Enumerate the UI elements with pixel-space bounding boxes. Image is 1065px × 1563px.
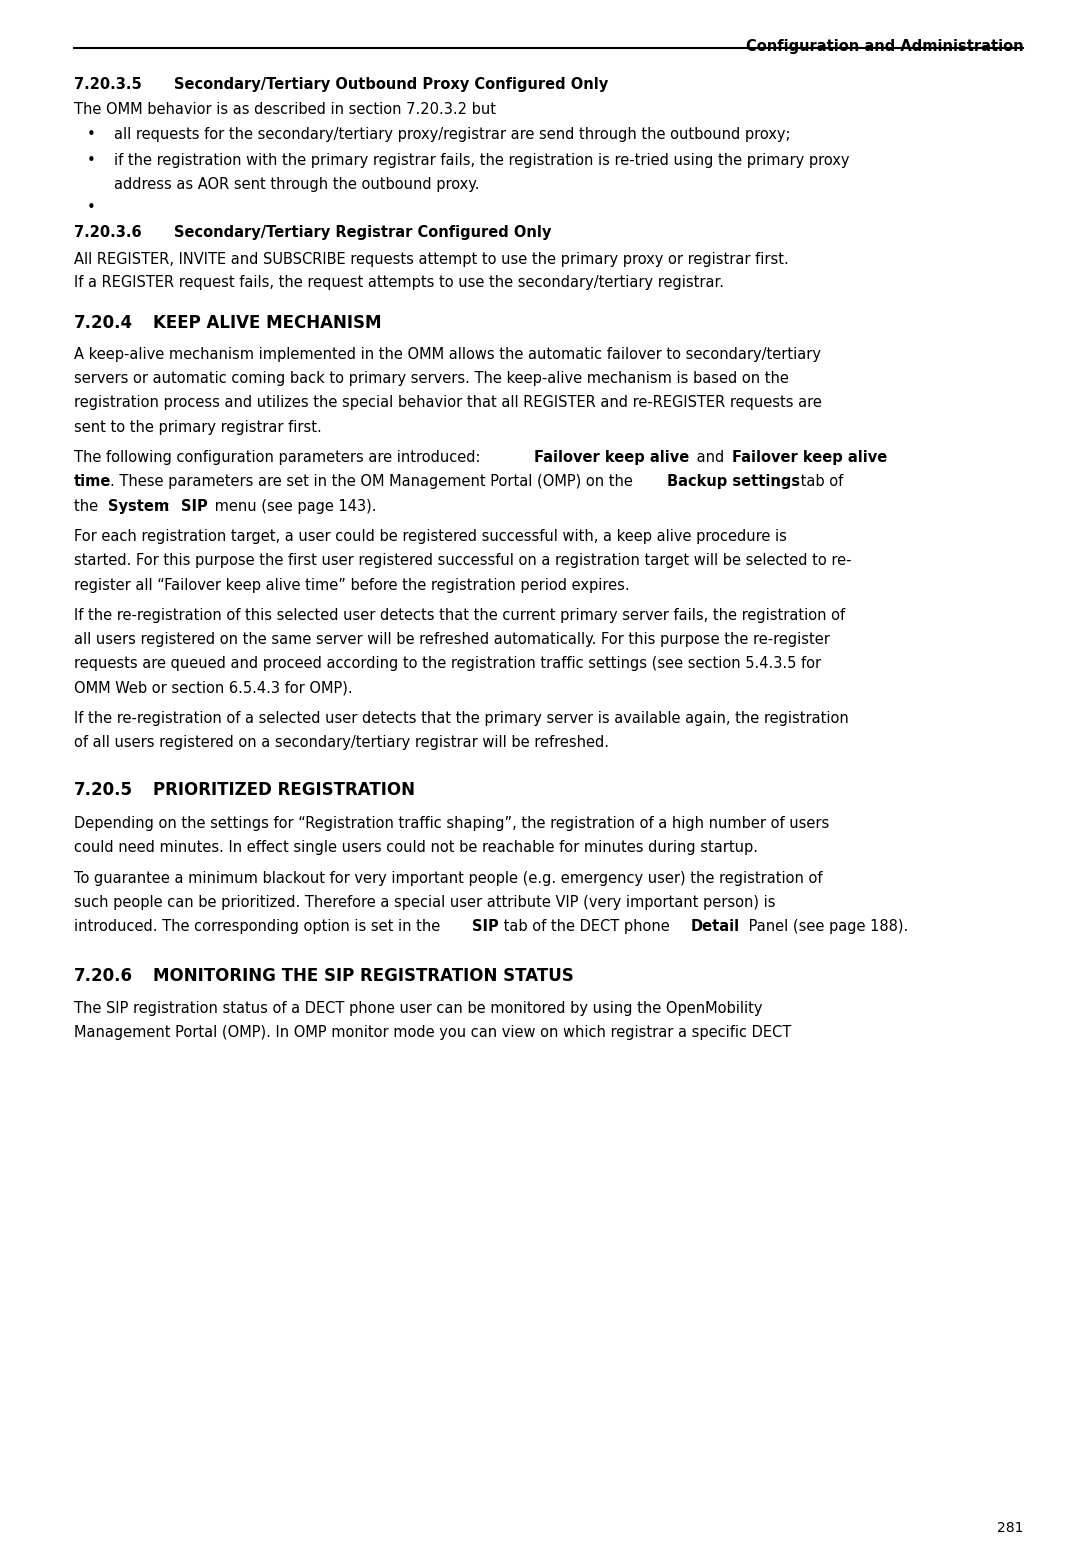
Text: introduced. The corresponding option is set in the: introduced. The corresponding option is … xyxy=(73,919,445,935)
Text: registration process and utilizes the special behavior that all REGISTER and re-: registration process and utilizes the sp… xyxy=(73,395,822,411)
Text: 281: 281 xyxy=(997,1521,1023,1535)
Text: If the re-registration of a selected user detects that the primary server is ava: If the re-registration of a selected use… xyxy=(73,711,849,727)
Text: tab of the DECT phone: tab of the DECT phone xyxy=(499,919,674,935)
Text: of all users registered on a secondary/tertiary registrar will be refreshed.: of all users registered on a secondary/t… xyxy=(73,735,609,750)
Text: Management Portal (OMP). In OMP monitor mode you can view on which registrar a s: Management Portal (OMP). In OMP monitor … xyxy=(73,1025,791,1041)
Text: To guarantee a minimum blackout for very important people (e.g. emergency user) : To guarantee a minimum blackout for very… xyxy=(73,871,822,886)
Text: A keep-alive mechanism implemented in the OMM allows the automatic failover to s: A keep-alive mechanism implemented in th… xyxy=(73,347,821,363)
Text: if the registration with the primary registrar fails, the registration is re-tri: if the registration with the primary reg… xyxy=(114,153,850,169)
Text: . These parameters are set in the OM Management Portal (OMP) on the: . These parameters are set in the OM Man… xyxy=(110,474,637,489)
Text: requests are queued and proceed according to the registration traffic settings (: requests are queued and proceed accordin… xyxy=(73,656,821,672)
Text: For each registration target, a user could be registered successful with, a keep: For each registration target, a user cou… xyxy=(73,528,787,544)
Text: Failover keep alive: Failover keep alive xyxy=(534,450,689,466)
Text: •: • xyxy=(86,127,95,142)
Text: All REGISTER, INVITE and SUBSCRIBE requests attempt to use the primary proxy or : All REGISTER, INVITE and SUBSCRIBE reque… xyxy=(73,252,788,267)
Text: Depending on the settings for “Registration traffic shaping”, the registration o: Depending on the settings for “Registrat… xyxy=(73,816,830,832)
Text: SIP: SIP xyxy=(181,499,209,514)
Text: 7.20.5: 7.20.5 xyxy=(73,782,133,800)
Text: MONITORING THE SIP REGISTRATION STATUS: MONITORING THE SIP REGISTRATION STATUS xyxy=(153,966,574,985)
Text: started. For this purpose the first user registered successful on a registration: started. For this purpose the first user… xyxy=(73,553,851,569)
Text: If the re-registration of this selected user detects that the current primary se: If the re-registration of this selected … xyxy=(73,608,845,624)
Text: •: • xyxy=(86,200,95,216)
Text: such people can be prioritized. Therefore a special user attribute VIP (very imp: such people can be prioritized. Therefor… xyxy=(73,894,775,910)
Text: PRIORITIZED REGISTRATION: PRIORITIZED REGISTRATION xyxy=(153,782,415,800)
Text: servers or automatic coming back to primary servers. The keep-alive mechanism is: servers or automatic coming back to prim… xyxy=(73,370,789,386)
Text: Secondary/Tertiary Registrar Configured Only: Secondary/Tertiary Registrar Configured … xyxy=(174,225,552,241)
Text: :: : xyxy=(165,499,175,514)
Text: tab of: tab of xyxy=(796,474,842,489)
Text: and: and xyxy=(692,450,730,466)
Text: all users registered on the same server will be refreshed automatically. For thi: all users registered on the same server … xyxy=(73,631,830,647)
Text: 7.20.3.6: 7.20.3.6 xyxy=(73,225,142,241)
Text: SIP: SIP xyxy=(472,919,498,935)
Text: Failover keep alive: Failover keep alive xyxy=(733,450,887,466)
Text: Secondary/Tertiary Outbound Proxy Configured Only: Secondary/Tertiary Outbound Proxy Config… xyxy=(174,77,608,92)
Text: The SIP registration status of a DECT phone user can be monitored by using the O: The SIP registration status of a DECT ph… xyxy=(73,1000,763,1016)
Text: sent to the primary registrar first.: sent to the primary registrar first. xyxy=(73,419,322,435)
Text: the: the xyxy=(73,499,102,514)
Text: 7.20.4: 7.20.4 xyxy=(73,314,133,333)
Text: could need minutes. In effect single users could not be reachable for minutes du: could need minutes. In effect single use… xyxy=(73,839,758,855)
Text: The OMM behavior is as described in section 7.20.3.2 but: The OMM behavior is as described in sect… xyxy=(73,102,496,117)
Text: Backup settings: Backup settings xyxy=(667,474,800,489)
Text: Panel (see page 188).: Panel (see page 188). xyxy=(743,919,908,935)
Text: •: • xyxy=(86,153,95,169)
Text: System: System xyxy=(108,499,168,514)
Text: KEEP ALIVE MECHANISM: KEEP ALIVE MECHANISM xyxy=(153,314,381,333)
Text: If a REGISTER request fails, the request attempts to use the secondary/tertiary : If a REGISTER request fails, the request… xyxy=(73,275,724,291)
Text: 7.20.6: 7.20.6 xyxy=(73,966,133,985)
Text: Detail: Detail xyxy=(691,919,740,935)
Text: menu (see page 143).: menu (see page 143). xyxy=(210,499,376,514)
Text: address as AOR sent through the outbound proxy.: address as AOR sent through the outbound… xyxy=(114,177,479,192)
Text: time: time xyxy=(73,474,111,489)
Text: 7.20.3.5: 7.20.3.5 xyxy=(73,77,142,92)
Text: OMM Web or section 6.5.4.3 for OMP).: OMM Web or section 6.5.4.3 for OMP). xyxy=(73,680,353,696)
Text: The following configuration parameters are introduced:: The following configuration parameters a… xyxy=(73,450,485,466)
Text: Configuration and Administration: Configuration and Administration xyxy=(746,39,1023,55)
Text: register all “Failover keep alive time” before the registration period expires.: register all “Failover keep alive time” … xyxy=(73,577,629,592)
Text: all requests for the secondary/tertiary proxy/registrar are send through the out: all requests for the secondary/tertiary … xyxy=(114,127,790,142)
